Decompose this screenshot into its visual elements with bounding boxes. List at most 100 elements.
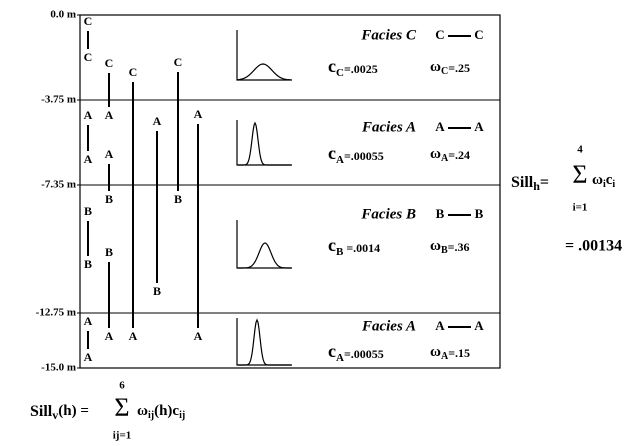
text-part: C xyxy=(336,67,344,79)
facies-letter: B xyxy=(174,192,182,206)
text-part: c xyxy=(328,56,336,76)
facies-letter: A xyxy=(105,108,114,122)
density-curve xyxy=(237,63,292,81)
text-part: (h) xyxy=(154,403,172,419)
text-part: =.36 xyxy=(448,240,470,254)
text-part: h xyxy=(533,179,540,193)
plot-axes xyxy=(236,120,292,166)
depth-label: -15.0 m xyxy=(41,362,76,374)
text-part: ω xyxy=(430,238,441,254)
facies-letter: C xyxy=(129,65,138,79)
facies-name: Facies A xyxy=(361,318,416,334)
text-part: ω xyxy=(592,172,603,188)
facies-letter: B xyxy=(84,257,92,271)
plot-axes xyxy=(236,318,292,366)
facies-letter: A xyxy=(194,329,203,343)
facies-letter: B xyxy=(105,192,113,206)
text-part: ω xyxy=(430,344,441,360)
sill-v-label: Sillv(h) = xyxy=(30,403,89,422)
pair-letter: B xyxy=(436,206,445,221)
text-part: v xyxy=(52,408,58,422)
sill-value: cA=.00055 xyxy=(328,143,384,165)
sum-bottom: ij=1 xyxy=(113,430,132,442)
text-part: =.24 xyxy=(448,148,470,162)
text-part: C xyxy=(441,66,448,77)
depth-label: -7.35 m xyxy=(41,179,76,191)
pair-letter: C xyxy=(435,27,444,42)
facies-letter: B xyxy=(84,204,92,218)
facies-name: Facies C xyxy=(360,27,417,43)
facies-letter: A xyxy=(194,107,203,121)
pair-letter: C xyxy=(474,27,483,42)
text-part: A xyxy=(336,352,344,364)
weight-value: ωC=.25 xyxy=(430,59,470,77)
facies-letter: A xyxy=(105,147,114,161)
text-part: =.15 xyxy=(448,346,470,360)
facies-letter: A xyxy=(105,329,114,343)
sill-v-terms: ωij(h)cij xyxy=(137,403,185,421)
pair-letter: A xyxy=(435,318,445,333)
sum-top: 6 xyxy=(119,380,125,392)
pair-letter: A xyxy=(435,119,445,134)
sigma: Σ xyxy=(114,393,129,422)
text-part: B xyxy=(441,245,448,256)
pair-letter: A xyxy=(474,318,484,333)
text-part: A xyxy=(336,154,344,166)
facies-letter: B xyxy=(153,284,161,298)
facies-letter: C xyxy=(174,55,183,69)
depth-label: 0.0 m xyxy=(50,9,76,21)
sill-h-label: Sillh= xyxy=(511,174,549,193)
weight-value: ωA=.15 xyxy=(430,344,470,362)
pair-letter: B xyxy=(475,206,484,221)
sill-h-result: = .00134 xyxy=(565,238,622,255)
sigma: Σ xyxy=(572,160,587,189)
density-curve xyxy=(238,318,291,366)
text-part: =.25 xyxy=(448,61,470,75)
depth-label: -3.75 m xyxy=(41,94,76,106)
text-part: ω xyxy=(137,403,148,419)
text-part: c xyxy=(328,235,336,255)
text-part: B xyxy=(336,246,344,258)
sill-value: cC=.0025 xyxy=(328,56,378,78)
text-part: ij xyxy=(179,410,185,421)
text-part: Sill xyxy=(30,403,53,420)
weight-value: ωB=.36 xyxy=(430,238,469,256)
density-curve xyxy=(238,121,291,166)
depth-label: -12.75 m xyxy=(36,307,76,319)
sum-top: 4 xyxy=(577,144,583,156)
text-part: =.0025 xyxy=(344,62,378,76)
section-box xyxy=(79,14,501,369)
sum-bottom: i=1 xyxy=(573,202,588,214)
text-part: ω xyxy=(430,59,441,75)
sill-h-terms: ωici xyxy=(592,172,615,190)
text-part: ω xyxy=(430,146,441,162)
text-part: c xyxy=(328,143,336,163)
plot-axes xyxy=(236,30,292,81)
text-part: =.0014 xyxy=(343,241,380,255)
facies-letter: C xyxy=(84,14,93,28)
text-part: =.00055 xyxy=(344,149,384,163)
sill-value: cA=.00055 xyxy=(328,341,384,363)
facies-name: Facies A xyxy=(361,119,416,135)
text-part: A xyxy=(441,351,449,362)
text-part: Sill xyxy=(511,174,534,191)
text-part: (h) = xyxy=(58,403,89,419)
facies-name: Facies B xyxy=(360,206,416,222)
weight-value: ωA=.24 xyxy=(430,146,470,164)
facies-letter: A xyxy=(84,314,93,328)
text-part: i xyxy=(612,179,615,190)
text-part: c xyxy=(172,403,179,419)
pair-letter: A xyxy=(474,119,484,134)
facies-letter: A xyxy=(84,108,93,122)
text-part: i xyxy=(603,179,606,190)
facies-letter: A xyxy=(84,350,93,364)
facies-letter: A xyxy=(153,114,162,128)
facies-letter: A xyxy=(129,329,138,343)
text-part: c xyxy=(606,172,613,188)
plot-axes xyxy=(236,220,292,269)
text-part: c xyxy=(328,341,336,361)
facies-letter: C xyxy=(84,50,93,64)
text-part: A xyxy=(441,153,449,164)
facies-letter: A xyxy=(84,152,93,166)
